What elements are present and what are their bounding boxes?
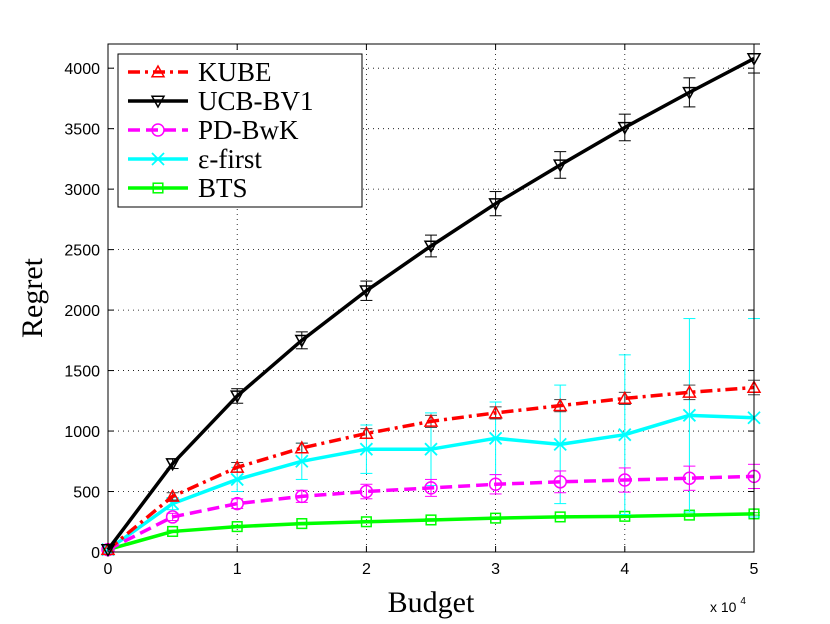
x-marker-stroke [359,442,374,456]
x-tick-label: 2 [362,561,371,578]
legend-label: KUBE [198,57,272,87]
x-tick-label: 5 [750,561,759,578]
square-marker [167,525,179,537]
y-tick-label: 500 [73,485,100,502]
circle-marker [424,481,438,495]
square-marker [360,516,372,528]
triangle-marker [488,405,503,419]
x-marker [295,454,309,468]
x-marker-stroke [553,437,567,451]
circle-marker [151,123,165,137]
y-tick-label: 4000 [64,61,100,78]
x-axis-label: Budget [388,586,475,619]
square-marker [554,511,566,523]
series-pd-bwk [101,463,761,557]
x-marker [151,152,165,166]
x-marker [488,431,503,445]
square-marker [231,521,243,533]
triangle-down-marker [617,121,633,136]
triangle-down-marker [552,159,568,173]
triangle-down-marker [423,240,439,254]
x-marker [230,472,244,487]
x-marker-stroke [488,431,503,445]
x-marker-stroke [682,408,697,422]
circle-marker [295,489,309,504]
x-marker-stroke [151,152,165,166]
series-line [107,474,755,552]
x-marker-stroke [230,472,244,487]
circle-marker [618,473,632,487]
legend-entry: BTS [128,173,248,203]
y-tick-label: 0 [91,545,100,562]
triangle-down-marker [359,285,374,299]
triangle-down-marker [294,334,310,348]
x-axis-multiplier-exponent: 4 [740,596,746,607]
series-line [106,385,755,551]
legend-label: ε-first [198,144,262,174]
legend-entry: KUBE [128,57,272,87]
triangle-down-marker [488,198,503,212]
y-tick-label: 3000 [64,182,100,199]
x-marker [553,437,567,451]
triangle-marker [359,425,374,440]
x-marker [682,408,697,422]
triangle-marker [229,459,245,473]
series-bts [102,508,760,556]
legend-label: PD-BwK [198,115,299,145]
x-tick-label: 3 [491,561,500,578]
y-tick-label: 1500 [64,364,100,381]
triangle-marker [294,440,310,454]
triangle-marker [552,398,568,412]
legend-entry: PD-BwK [128,115,299,145]
series--first [101,318,761,557]
triangle-marker [617,390,633,404]
x-marker-stroke [295,454,309,468]
triangle-down-marker [165,458,180,472]
y-tick-label: 2500 [64,243,100,260]
y-tick-label: 1000 [64,424,100,441]
triangle-marker [150,64,166,78]
triangle-down-marker [682,86,697,100]
triangle-down-marker [150,95,166,109]
legend-entry: UCB-BV1 [128,86,314,116]
circle-marker [682,471,697,485]
square-marker [152,182,164,194]
x-marker [424,442,438,456]
legend-box [117,53,363,208]
x-tick-label: 0 [104,561,113,578]
square-marker [425,514,437,526]
square-marker [296,518,308,530]
y-tick-label: 2000 [64,303,100,320]
x-marker-stroke [618,428,632,442]
plot-frame [107,43,755,553]
triangle-marker [682,384,697,398]
square-marker [490,512,502,524]
y-axis-label: Regret [16,257,49,338]
circle-marker [230,496,244,511]
triangle-marker [423,413,439,427]
axis-ticks: 0 1 2 3 4 5 0 500 1000 1500 2000 2500 3000 3500 4000 [64,44,759,578]
circle-marker [488,477,503,492]
series-line [107,512,755,552]
legend-label: BTS [198,173,248,203]
legend-label: UCB-BV1 [198,86,314,116]
triangle-down-marker [229,390,245,404]
series-line [106,56,755,551]
x-marker [359,442,374,456]
x-axis-multiplier-base: x 10 [710,599,737,615]
circle-marker [165,510,180,524]
legend-entry: ε-first [128,144,262,174]
x-tick-label: 1 [233,561,242,578]
triangle-marker [165,488,180,502]
x-tick-label: 4 [620,561,629,578]
y-tick-label: 3500 [64,122,100,139]
circle-marker [553,475,567,489]
circle-marker [359,484,374,499]
x-marker-stroke [424,442,438,456]
x-marker [618,428,632,442]
plot-series [100,43,762,558]
x-axis-multiplier: x 10 4 [710,596,746,615]
